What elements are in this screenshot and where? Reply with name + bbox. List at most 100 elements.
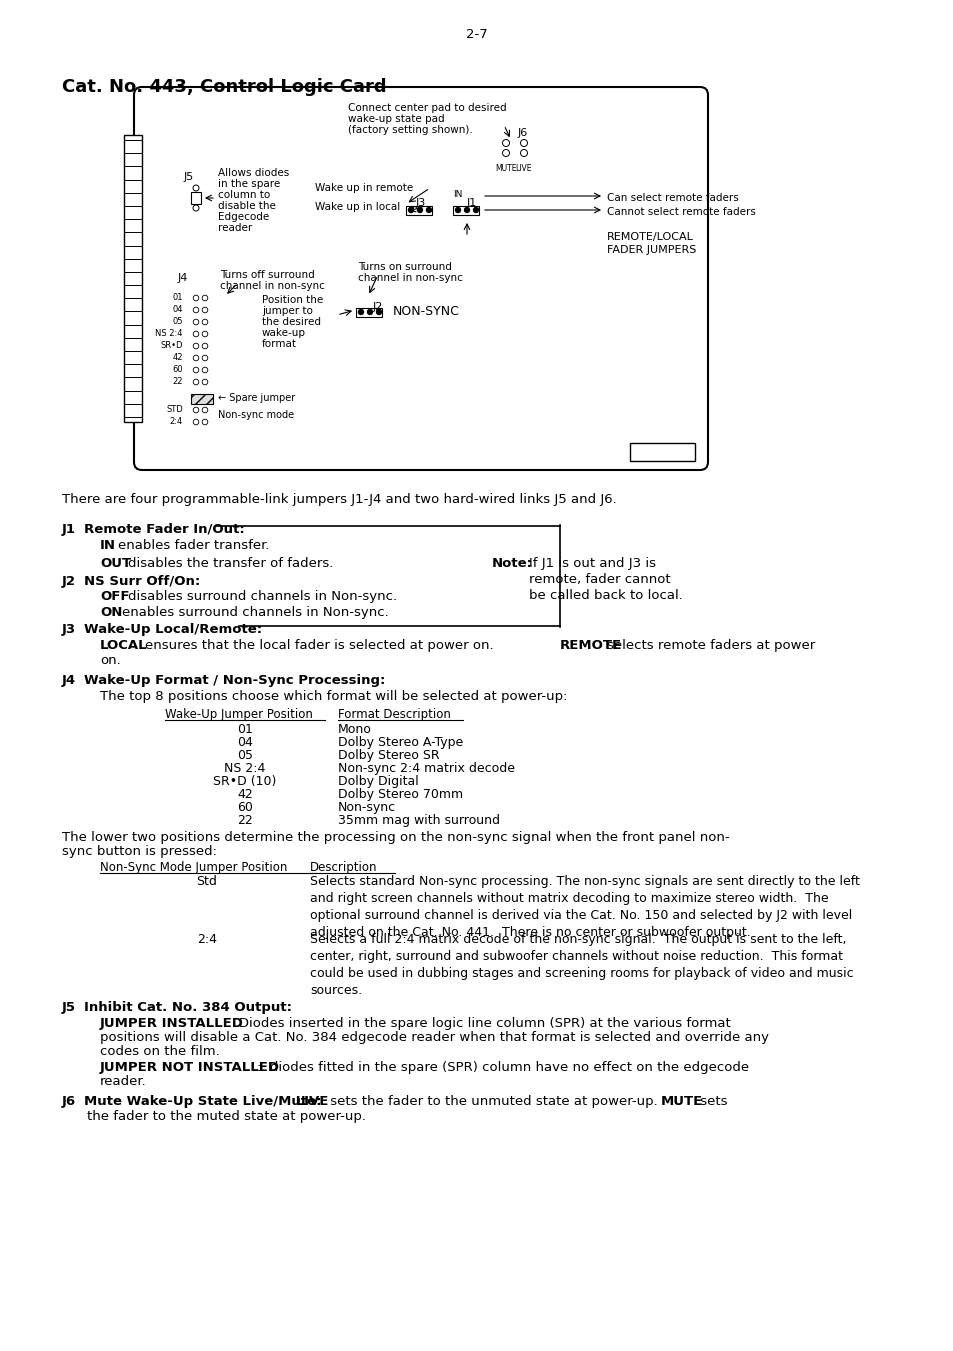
Circle shape — [193, 205, 199, 211]
Text: J6: J6 — [62, 1096, 76, 1108]
Text: the fader to the muted state at power-up.: the fader to the muted state at power-up… — [87, 1111, 366, 1123]
Text: ← Spare jumper: ← Spare jumper — [218, 393, 294, 403]
Text: J2: J2 — [62, 576, 76, 588]
Bar — [453, 205, 478, 215]
Circle shape — [202, 343, 208, 349]
Circle shape — [202, 331, 208, 336]
Text: SR•D: SR•D — [160, 342, 183, 350]
Text: Std: Std — [196, 875, 217, 888]
Text: Edgecode: Edgecode — [218, 212, 269, 222]
Text: Mono: Mono — [337, 723, 372, 736]
Text: NS Surr Off/On:: NS Surr Off/On: — [84, 576, 200, 588]
Text: Mute Wake-Up State Live/Mute:: Mute Wake-Up State Live/Mute: — [84, 1096, 321, 1108]
Text: Can select remote faders: Can select remote faders — [606, 193, 738, 203]
Text: Allows diodes: Allows diodes — [218, 168, 289, 178]
Text: Wake-Up Local/Remote:: Wake-Up Local/Remote: — [84, 623, 262, 636]
Text: 05: 05 — [172, 317, 183, 327]
Text: Non-Sync Mode Jumper Position: Non-Sync Mode Jumper Position — [100, 861, 287, 874]
Text: :  Diodes inserted in the spare logic line column (SPR) at the various format: : Diodes inserted in the spare logic lin… — [226, 1017, 730, 1029]
Text: 22: 22 — [172, 377, 183, 386]
Text: selects remote faders at power: selects remote faders at power — [606, 639, 815, 653]
Text: wake-up: wake-up — [262, 328, 306, 338]
Text: enables fader transfer.: enables fader transfer. — [118, 539, 269, 553]
Circle shape — [202, 407, 208, 413]
Text: Non-sync 2:4 matrix decode: Non-sync 2:4 matrix decode — [337, 762, 515, 775]
Text: Cannot select remote faders: Cannot select remote faders — [606, 207, 755, 218]
Circle shape — [202, 419, 208, 424]
Text: J6: J6 — [517, 128, 528, 138]
Text: Note:: Note: — [492, 557, 533, 570]
Text: J1: J1 — [62, 523, 76, 536]
Circle shape — [502, 150, 509, 157]
Text: Wake-Up Jumper Position: Wake-Up Jumper Position — [165, 708, 313, 721]
Text: Description: Description — [310, 861, 377, 874]
Text: Dolby Stereo SR: Dolby Stereo SR — [337, 748, 439, 762]
Text: column to: column to — [218, 190, 270, 200]
Text: Dolby Stereo A-Type: Dolby Stereo A-Type — [337, 736, 463, 748]
Text: OUT: OUT — [100, 557, 131, 570]
Text: J3: J3 — [416, 199, 426, 208]
Text: Inhibit Cat. No. 384 Output:: Inhibit Cat. No. 384 Output: — [84, 1001, 292, 1015]
Text: 04: 04 — [172, 305, 183, 315]
Circle shape — [193, 343, 198, 349]
FancyBboxPatch shape — [133, 86, 707, 470]
Circle shape — [358, 309, 363, 315]
Text: in the spare: in the spare — [218, 178, 280, 189]
Text: channel in non-sync: channel in non-sync — [357, 273, 462, 282]
Circle shape — [202, 355, 208, 361]
Circle shape — [193, 296, 198, 301]
Text: 60: 60 — [236, 801, 253, 815]
Text: J3: J3 — [62, 623, 76, 636]
Text: 2:4: 2:4 — [170, 417, 183, 427]
Text: J2: J2 — [373, 303, 383, 312]
Circle shape — [367, 309, 372, 315]
Text: positions will disable a Cat. No. 384 edgecode reader when that format is select: positions will disable a Cat. No. 384 ed… — [100, 1031, 768, 1044]
Circle shape — [473, 208, 478, 212]
Text: Turns off surround: Turns off surround — [220, 270, 314, 280]
Text: 35mm mag with surround: 35mm mag with surround — [337, 815, 499, 827]
Bar — [629, 443, 695, 461]
Text: enables surround channels in Non-sync.: enables surround channels in Non-sync. — [122, 607, 388, 619]
Text: 04: 04 — [236, 736, 253, 748]
Bar — [406, 205, 432, 215]
Text: 42: 42 — [172, 354, 183, 362]
Text: the desired: the desired — [262, 317, 320, 327]
Text: MUTE: MUTE — [660, 1096, 702, 1108]
Circle shape — [202, 380, 208, 385]
Text: 22: 22 — [237, 815, 253, 827]
Text: sets the fader to the unmuted state at power-up.: sets the fader to the unmuted state at p… — [326, 1096, 665, 1108]
Circle shape — [520, 139, 527, 146]
Text: 01: 01 — [172, 293, 183, 303]
Circle shape — [193, 407, 198, 413]
Text: Dolby Stereo 70mm: Dolby Stereo 70mm — [337, 788, 462, 801]
Text: channel in non-sync: channel in non-sync — [220, 281, 325, 290]
Text: SR•D (10): SR•D (10) — [213, 775, 276, 788]
Text: STD: STD — [166, 405, 183, 415]
Text: NS 2:4: NS 2:4 — [155, 330, 183, 339]
Circle shape — [202, 296, 208, 301]
Text: J4: J4 — [178, 273, 188, 282]
Text: Remote Fader In/Out:: Remote Fader In/Out: — [84, 523, 245, 536]
Text: If J1 is out and J3 is: If J1 is out and J3 is — [529, 557, 656, 570]
Text: 42: 42 — [237, 788, 253, 801]
Text: Cat. No. 443, Control Logic Card: Cat. No. 443, Control Logic Card — [62, 78, 386, 96]
Text: jumper to: jumper to — [262, 305, 313, 316]
Text: reader: reader — [218, 223, 252, 232]
Circle shape — [193, 419, 198, 424]
Circle shape — [193, 355, 198, 361]
Text: :  diodes fitted in the spare (SPR) column have no effect on the edgecode: : diodes fitted in the spare (SPR) colum… — [256, 1061, 748, 1074]
Circle shape — [202, 319, 208, 324]
Text: J1: J1 — [467, 199, 476, 208]
Text: 01: 01 — [236, 723, 253, 736]
Circle shape — [193, 380, 198, 385]
Text: 05: 05 — [236, 748, 253, 762]
Text: J4: J4 — [62, 674, 76, 688]
Circle shape — [464, 208, 469, 212]
Text: (factory setting shown).: (factory setting shown). — [348, 126, 473, 135]
Text: Dolby Digital: Dolby Digital — [337, 775, 418, 788]
Circle shape — [193, 185, 199, 190]
Text: JUMPER NOT INSTALLED: JUMPER NOT INSTALLED — [100, 1061, 280, 1074]
Text: remote, fader cannot: remote, fader cannot — [529, 573, 670, 586]
Text: sync button is pressed:: sync button is pressed: — [62, 844, 216, 858]
Text: Wake-Up Format / Non-Sync Processing:: Wake-Up Format / Non-Sync Processing: — [84, 674, 385, 688]
